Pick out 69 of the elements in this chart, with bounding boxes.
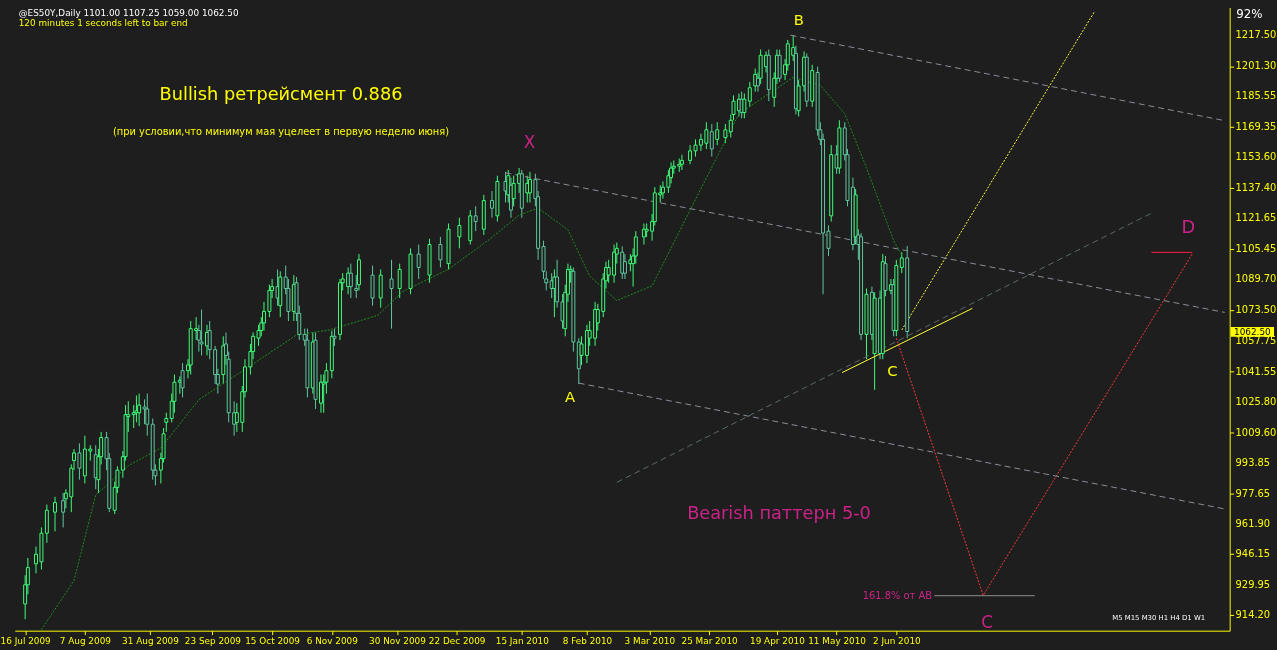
candlestick — [731, 94, 736, 121]
annotation: C — [981, 611, 993, 632]
candlestick — [758, 49, 763, 85]
x-tick-label: 25 Mar 2010 — [681, 636, 739, 646]
y-tick-label: 977.65 — [1235, 487, 1271, 499]
candlestick — [747, 81, 752, 108]
candlestick — [728, 114, 733, 138]
x-tick-label: 8 Feb 2010 — [562, 636, 613, 646]
annotation: D — [1181, 217, 1196, 238]
annotation: X — [523, 131, 536, 152]
y-tick-label: 1089.70 — [1235, 273, 1277, 285]
candlestick — [723, 123, 728, 144]
y-tick-label: 1105.45 — [1235, 243, 1277, 255]
line-series — [40, 76, 903, 631]
candlestick — [61, 492, 66, 528]
candlestick — [53, 496, 57, 532]
x-tick-label: 22 Dec 2009 — [428, 636, 486, 646]
annotation: Bearish паттерн 5-0 — [687, 503, 871, 524]
annotation: 161.8% от AB — [862, 590, 933, 602]
x-tick-label: 23 Sep 2009 — [184, 636, 242, 646]
y-tick-label: 1041.55 — [1235, 365, 1277, 377]
chart-title: @ES50Y,Daily 1101.00 1107.25 1059.00 1062.50 — [18, 8, 239, 19]
y-tick-label: 1217.50 — [1235, 29, 1277, 41]
candlestick — [416, 244, 421, 280]
y-tick-label: 1201.30 — [1235, 60, 1277, 72]
candlestick — [457, 217, 462, 249]
x-tick-label: 6 Nov 2009 — [306, 636, 359, 646]
annotation: B — [793, 11, 804, 29]
x-tick-label: 15 Oct 2009 — [245, 636, 301, 646]
candlestick — [511, 175, 516, 207]
x-tick-label: 30 Nov 2009 — [369, 636, 427, 646]
y-tick-label: 1185.55 — [1235, 90, 1277, 102]
x-tick-label: 11 May 2010 — [808, 636, 867, 646]
y-tick-label: 1153.60 — [1235, 151, 1277, 163]
candlestick — [164, 412, 169, 433]
y-tick-label: 961.90 — [1235, 517, 1271, 529]
annotation: A — [564, 387, 576, 405]
y-tick-label: 1121.65 — [1235, 212, 1277, 224]
x-tick-label: 31 Aug 2009 — [122, 636, 180, 646]
candlestick — [397, 263, 402, 299]
y-tick-label: 1169.35 — [1235, 121, 1277, 133]
x-tick-label: 19 Apr 2010 — [750, 636, 806, 646]
x-tick-label: 16 Jul 2009 — [0, 636, 52, 646]
annotation: C — [887, 362, 898, 380]
x-tick-label: 15 Jan 2010 — [495, 636, 550, 646]
candlestick — [378, 268, 383, 309]
x-tick-label: 3 Mar 2010 — [624, 636, 676, 646]
x-tick-label: 7 Aug 2009 — [59, 636, 112, 646]
candlestick — [742, 93, 747, 119]
annotation: (при условии,что минимум мая уцелеет в первую неделю июня) — [113, 125, 450, 137]
y-tick-label: 1025.80 — [1235, 395, 1277, 407]
y-tick-label: 1009.60 — [1235, 426, 1277, 438]
y-tick-label: 1073.50 — [1235, 304, 1277, 316]
candlestick — [370, 265, 375, 307]
y-tick-label: 993.85 — [1235, 456, 1271, 468]
y-tick-label: 946.15 — [1235, 547, 1271, 559]
candlestick — [145, 393, 150, 437]
y-tick-label: 1057.75 — [1235, 334, 1277, 346]
candlestick — [473, 205, 478, 232]
annotation: Bullish ретрейсмент 0.886 — [159, 84, 403, 105]
text: 1062.50 — [1234, 326, 1272, 337]
candlestick — [389, 259, 394, 330]
candlestick — [438, 236, 443, 268]
text: 92% — [1236, 7, 1263, 22]
y-tick-label: 1137.40 — [1235, 182, 1277, 194]
y-tick-label: 914.20 — [1235, 608, 1271, 620]
text: 120 minutes 1 seconds left to bar end — [18, 18, 188, 29]
x-tick-label: 2 Jun 2010 — [873, 636, 922, 646]
y-tick-label: 929.95 — [1235, 578, 1271, 590]
